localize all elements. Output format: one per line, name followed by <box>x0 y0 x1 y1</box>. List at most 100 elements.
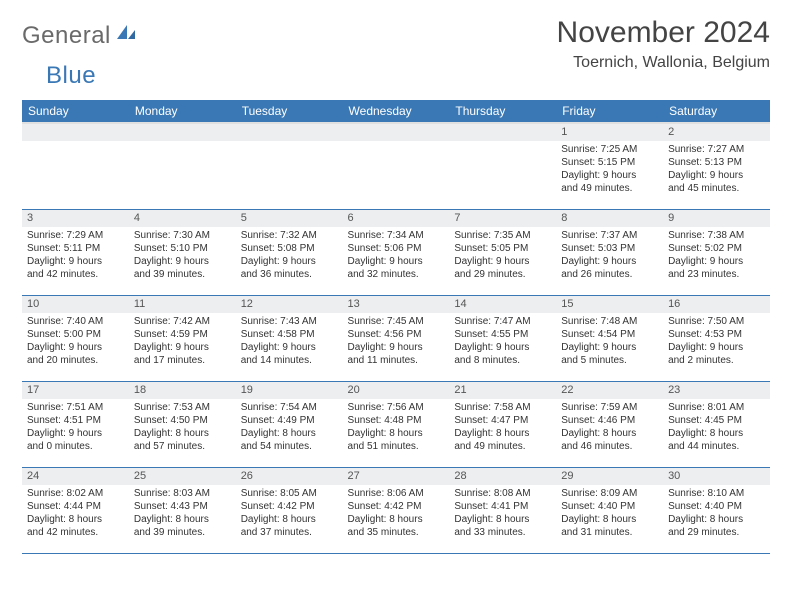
day-details: Sunrise: 8:02 AMSunset: 4:44 PMDaylight:… <box>22 485 129 543</box>
calendar-day-cell: 25Sunrise: 8:03 AMSunset: 4:43 PMDayligh… <box>129 467 236 553</box>
weekday-header: Friday <box>556 100 663 123</box>
calendar-page: General November 2024 Toernich, Wallonia… <box>0 0 792 570</box>
title-block: November 2024 Toernich, Wallonia, Belgiu… <box>557 16 770 72</box>
calendar-day-cell: 30Sunrise: 8:10 AMSunset: 4:40 PMDayligh… <box>663 467 770 553</box>
day-details: Sunrise: 7:54 AMSunset: 4:49 PMDaylight:… <box>236 399 343 457</box>
weekday-header: Tuesday <box>236 100 343 123</box>
calendar-day-cell: 8Sunrise: 7:37 AMSunset: 5:03 PMDaylight… <box>556 209 663 295</box>
weekday-header: Saturday <box>663 100 770 123</box>
day-number: 11 <box>129 296 236 313</box>
day-details: Sunrise: 7:50 AMSunset: 4:53 PMDaylight:… <box>663 313 770 371</box>
calendar-week-row: 1Sunrise: 7:25 AMSunset: 5:15 PMDaylight… <box>22 123 770 209</box>
calendar-day-cell: 2Sunrise: 7:27 AMSunset: 5:13 PMDaylight… <box>663 123 770 209</box>
day-details: Sunrise: 7:32 AMSunset: 5:08 PMDaylight:… <box>236 227 343 285</box>
calendar-week-row: 3Sunrise: 7:29 AMSunset: 5:11 PMDaylight… <box>22 209 770 295</box>
calendar-day-cell: 20Sunrise: 7:56 AMSunset: 4:48 PMDayligh… <box>343 381 450 467</box>
calendar-day-cell <box>449 123 556 209</box>
day-details: Sunrise: 7:43 AMSunset: 4:58 PMDaylight:… <box>236 313 343 371</box>
day-details: Sunrise: 7:25 AMSunset: 5:15 PMDaylight:… <box>556 141 663 199</box>
day-details: Sunrise: 8:03 AMSunset: 4:43 PMDaylight:… <box>129 485 236 543</box>
day-number: 21 <box>449 382 556 399</box>
calendar-week-row: 24Sunrise: 8:02 AMSunset: 4:44 PMDayligh… <box>22 467 770 553</box>
day-details: Sunrise: 8:08 AMSunset: 4:41 PMDaylight:… <box>449 485 556 543</box>
calendar-day-cell: 23Sunrise: 8:01 AMSunset: 4:45 PMDayligh… <box>663 381 770 467</box>
calendar-day-cell: 28Sunrise: 8:08 AMSunset: 4:41 PMDayligh… <box>449 467 556 553</box>
day-details: Sunrise: 7:53 AMSunset: 4:50 PMDaylight:… <box>129 399 236 457</box>
day-number: 25 <box>129 468 236 485</box>
calendar-day-cell: 10Sunrise: 7:40 AMSunset: 5:00 PMDayligh… <box>22 295 129 381</box>
calendar-day-cell <box>129 123 236 209</box>
day-number: 3 <box>22 210 129 227</box>
calendar-day-cell: 21Sunrise: 7:58 AMSunset: 4:47 PMDayligh… <box>449 381 556 467</box>
calendar-day-cell: 1Sunrise: 7:25 AMSunset: 5:15 PMDaylight… <box>556 123 663 209</box>
day-number: 17 <box>22 382 129 399</box>
day-details: Sunrise: 7:47 AMSunset: 4:55 PMDaylight:… <box>449 313 556 371</box>
calendar-day-cell: 18Sunrise: 7:53 AMSunset: 4:50 PMDayligh… <box>129 381 236 467</box>
calendar-day-cell: 24Sunrise: 8:02 AMSunset: 4:44 PMDayligh… <box>22 467 129 553</box>
day-number: 2 <box>663 124 770 141</box>
daynum-empty <box>449 124 556 141</box>
day-details: Sunrise: 7:35 AMSunset: 5:05 PMDaylight:… <box>449 227 556 285</box>
calendar-week-row: 10Sunrise: 7:40 AMSunset: 5:00 PMDayligh… <box>22 295 770 381</box>
day-details: Sunrise: 7:56 AMSunset: 4:48 PMDaylight:… <box>343 399 450 457</box>
daynum-empty <box>236 124 343 141</box>
day-number: 6 <box>343 210 450 227</box>
day-details: Sunrise: 7:38 AMSunset: 5:02 PMDaylight:… <box>663 227 770 285</box>
calendar-day-cell: 11Sunrise: 7:42 AMSunset: 4:59 PMDayligh… <box>129 295 236 381</box>
calendar-day-cell: 27Sunrise: 8:06 AMSunset: 4:42 PMDayligh… <box>343 467 450 553</box>
day-number: 7 <box>449 210 556 227</box>
day-details: Sunrise: 7:59 AMSunset: 4:46 PMDaylight:… <box>556 399 663 457</box>
day-number: 9 <box>663 210 770 227</box>
calendar-day-cell: 14Sunrise: 7:47 AMSunset: 4:55 PMDayligh… <box>449 295 556 381</box>
day-details: Sunrise: 7:27 AMSunset: 5:13 PMDaylight:… <box>663 141 770 199</box>
day-number: 10 <box>22 296 129 313</box>
day-number: 15 <box>556 296 663 313</box>
day-details: Sunrise: 8:09 AMSunset: 4:40 PMDaylight:… <box>556 485 663 543</box>
day-number: 16 <box>663 296 770 313</box>
calendar-header-row: SundayMondayTuesdayWednesdayThursdayFrid… <box>22 100 770 123</box>
day-number: 24 <box>22 468 129 485</box>
day-details: Sunrise: 7:58 AMSunset: 4:47 PMDaylight:… <box>449 399 556 457</box>
day-details: Sunrise: 7:42 AMSunset: 4:59 PMDaylight:… <box>129 313 236 371</box>
calendar-day-cell <box>343 123 450 209</box>
calendar-day-cell <box>22 123 129 209</box>
calendar-day-cell: 29Sunrise: 8:09 AMSunset: 4:40 PMDayligh… <box>556 467 663 553</box>
daynum-empty <box>129 124 236 141</box>
day-details: Sunrise: 7:29 AMSunset: 5:11 PMDaylight:… <box>22 227 129 285</box>
calendar-day-cell: 5Sunrise: 7:32 AMSunset: 5:08 PMDaylight… <box>236 209 343 295</box>
day-number: 28 <box>449 468 556 485</box>
calendar-table: SundayMondayTuesdayWednesdayThursdayFrid… <box>22 100 770 554</box>
logo-text-general: General <box>22 22 111 50</box>
day-number: 26 <box>236 468 343 485</box>
calendar-day-cell: 17Sunrise: 7:51 AMSunset: 4:51 PMDayligh… <box>22 381 129 467</box>
weekday-header: Monday <box>129 100 236 123</box>
day-number: 29 <box>556 468 663 485</box>
day-number: 30 <box>663 468 770 485</box>
daynum-empty <box>22 124 129 141</box>
calendar-day-cell: 9Sunrise: 7:38 AMSunset: 5:02 PMDaylight… <box>663 209 770 295</box>
day-number: 14 <box>449 296 556 313</box>
calendar-day-cell: 3Sunrise: 7:29 AMSunset: 5:11 PMDaylight… <box>22 209 129 295</box>
location: Toernich, Wallonia, Belgium <box>557 54 770 72</box>
day-details: Sunrise: 8:06 AMSunset: 4:42 PMDaylight:… <box>343 485 450 543</box>
day-number: 5 <box>236 210 343 227</box>
weekday-header: Thursday <box>449 100 556 123</box>
day-number: 27 <box>343 468 450 485</box>
daynum-empty <box>343 124 450 141</box>
calendar-day-cell: 16Sunrise: 7:50 AMSunset: 4:53 PMDayligh… <box>663 295 770 381</box>
calendar-day-cell: 19Sunrise: 7:54 AMSunset: 4:49 PMDayligh… <box>236 381 343 467</box>
day-number: 1 <box>556 124 663 141</box>
calendar-day-cell: 7Sunrise: 7:35 AMSunset: 5:05 PMDaylight… <box>449 209 556 295</box>
day-number: 19 <box>236 382 343 399</box>
calendar-day-cell: 15Sunrise: 7:48 AMSunset: 4:54 PMDayligh… <box>556 295 663 381</box>
day-details: Sunrise: 7:30 AMSunset: 5:10 PMDaylight:… <box>129 227 236 285</box>
month-title: November 2024 <box>557 16 770 50</box>
day-number: 22 <box>556 382 663 399</box>
weekday-header: Wednesday <box>343 100 450 123</box>
logo-sail-icon <box>115 23 137 46</box>
day-details: Sunrise: 7:40 AMSunset: 5:00 PMDaylight:… <box>22 313 129 371</box>
day-details: Sunrise: 7:45 AMSunset: 4:56 PMDaylight:… <box>343 313 450 371</box>
weekday-header: Sunday <box>22 100 129 123</box>
calendar-day-cell: 22Sunrise: 7:59 AMSunset: 4:46 PMDayligh… <box>556 381 663 467</box>
day-details: Sunrise: 7:48 AMSunset: 4:54 PMDaylight:… <box>556 313 663 371</box>
